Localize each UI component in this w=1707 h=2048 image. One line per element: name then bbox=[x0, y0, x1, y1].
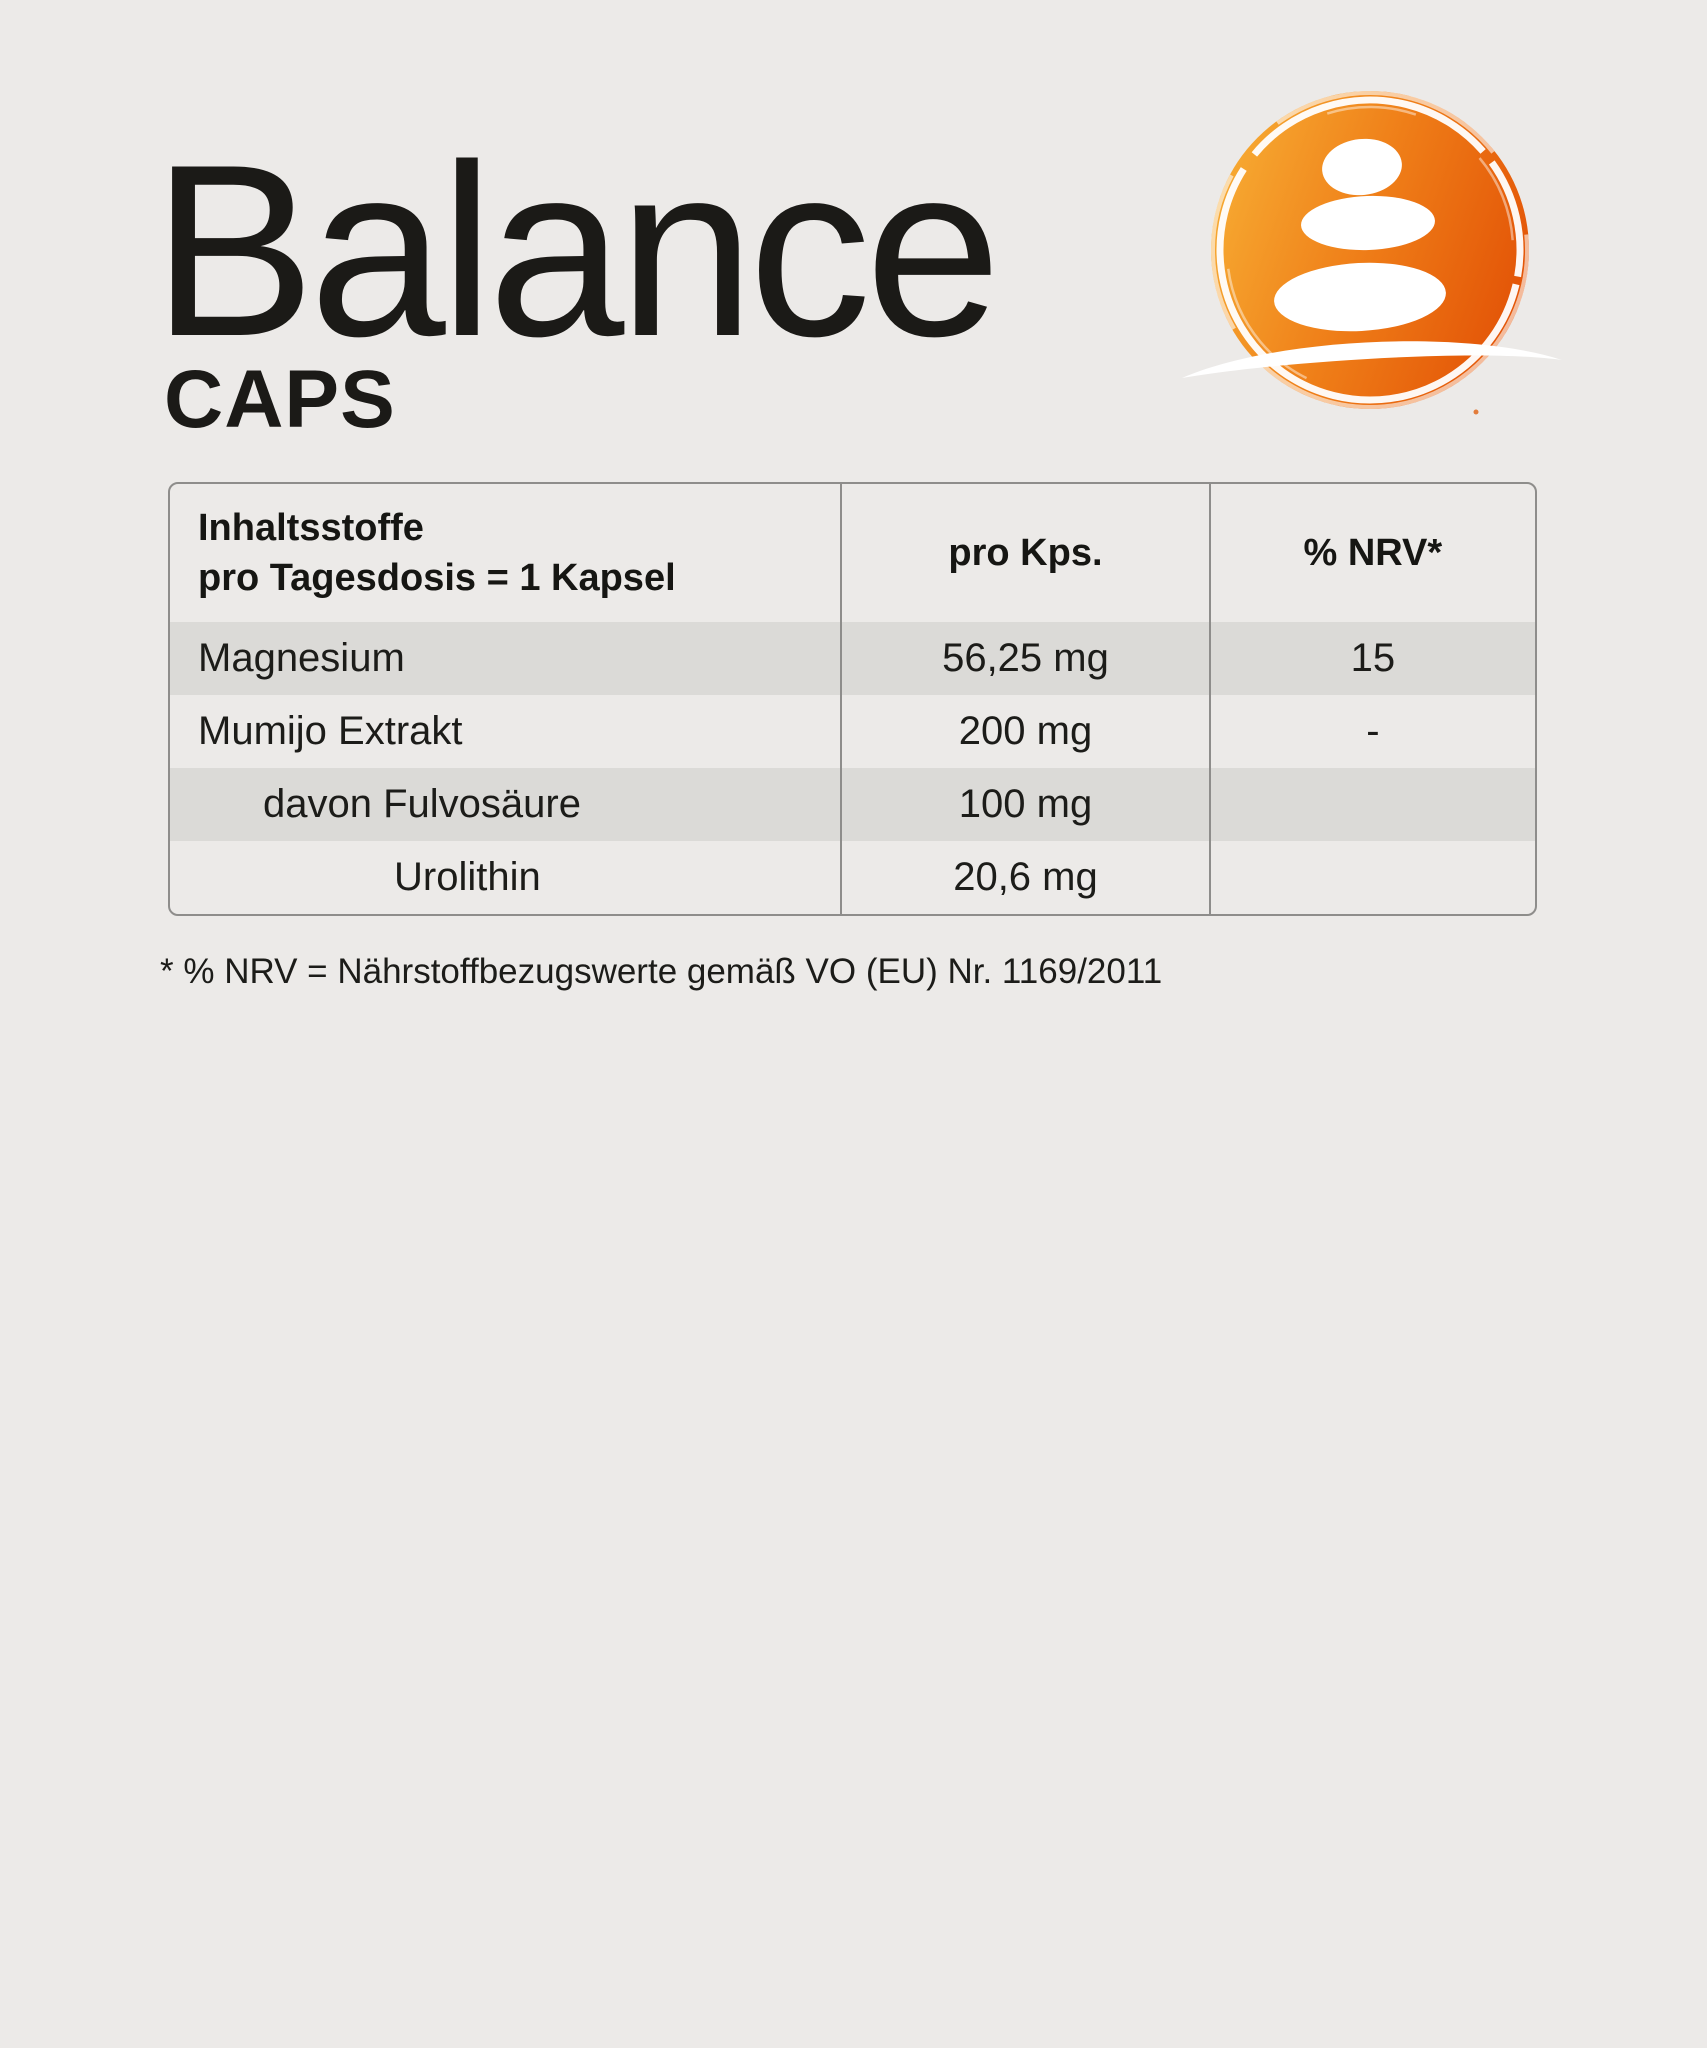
ingredient-nrv: - bbox=[1208, 695, 1535, 768]
product-title: Balance bbox=[152, 113, 1001, 387]
paint-speckle bbox=[1473, 409, 1479, 415]
ingredient-amount: 20,6 mg bbox=[840, 841, 1209, 914]
header-ingredients: Inhaltsstoffe pro Tagesdosis = 1 Kapsel bbox=[170, 484, 840, 622]
swoosh-icon bbox=[1182, 341, 1562, 378]
logo-disc bbox=[1211, 91, 1529, 409]
table-row-fulvosaeure: davon Fulvosäure 100 mg bbox=[170, 768, 1535, 841]
balance-stones-logo bbox=[1182, 90, 1562, 415]
stone-top-icon bbox=[1322, 138, 1402, 196]
ingredient-name: Mumijo Extrakt bbox=[198, 709, 463, 753]
ingredient-amount: 200 mg bbox=[840, 695, 1209, 768]
ingredient-name: davon Fulvosäure bbox=[263, 782, 581, 826]
stone-bottom-icon bbox=[1274, 262, 1446, 332]
ingredient-name: Magnesium bbox=[198, 636, 405, 680]
ingredient-amount: 56,25 mg bbox=[840, 622, 1209, 695]
nrv-footnote: * % NRV = Nährstoffbezugswerte gemäß VO … bbox=[160, 952, 1163, 991]
ingredient-name: Urolithin bbox=[394, 855, 541, 899]
header-per-capsule: pro Kps. bbox=[840, 484, 1209, 622]
ingredient-nrv: 15 bbox=[1208, 622, 1535, 695]
ingredient-nrv bbox=[1208, 768, 1535, 841]
logo-brush-ring-outer bbox=[1211, 90, 1529, 409]
ingredients-table: Inhaltsstoffe pro Tagesdosis = 1 Kapsel … bbox=[168, 482, 1537, 916]
table-header-row: Inhaltsstoffe pro Tagesdosis = 1 Kapsel … bbox=[170, 484, 1535, 622]
ingredient-nrv bbox=[1208, 841, 1535, 914]
ingredient-amount: 100 mg bbox=[840, 768, 1209, 841]
table-row-mumijo-extrakt: Mumijo Extrakt 200 mg - bbox=[170, 695, 1535, 768]
stone-middle-icon bbox=[1301, 195, 1435, 251]
logo-brush-ring bbox=[1216, 96, 1524, 404]
product-subtitle: CAPS bbox=[164, 354, 396, 445]
header-nrv: % NRV* bbox=[1208, 484, 1535, 622]
header-ingredients-line1: Inhaltsstoffe bbox=[198, 507, 424, 549]
table-row-urolithin: Urolithin 20,6 mg bbox=[170, 841, 1535, 914]
header-ingredients-line2: pro Tagesdosis = 1 Kapsel bbox=[198, 557, 676, 599]
table-row-magnesium: Magnesium 56,25 mg 15 bbox=[170, 622, 1535, 695]
